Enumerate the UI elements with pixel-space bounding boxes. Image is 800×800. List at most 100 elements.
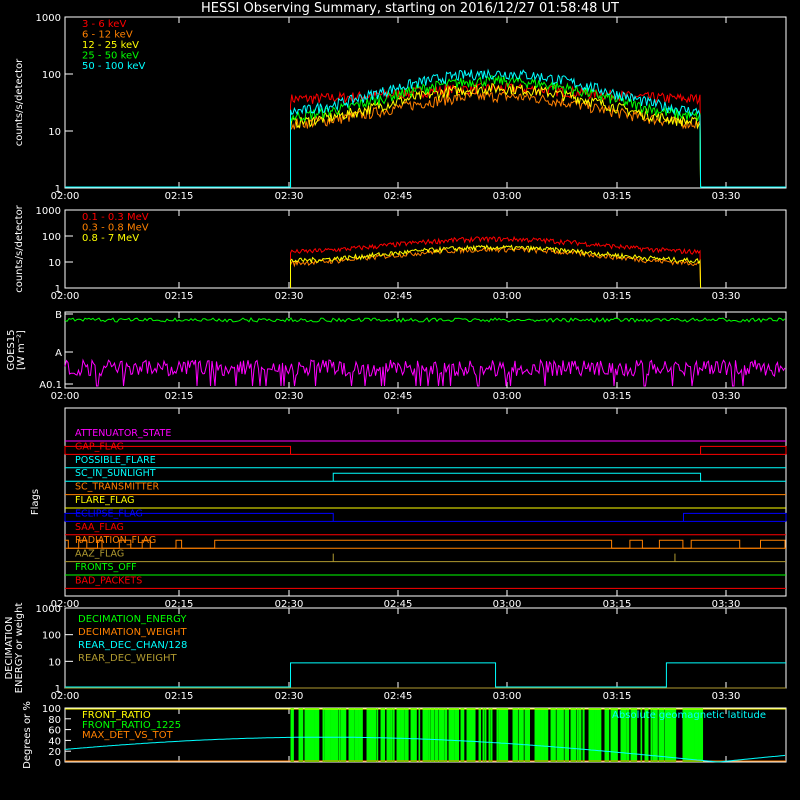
ratio-bar — [626, 708, 630, 762]
flag-label: AAZ_FLAG — [75, 549, 124, 560]
time-tick-label: 02:45 — [384, 291, 413, 302]
ratio-bar — [504, 708, 507, 762]
legend-entry: 3 - 6 keV — [82, 19, 126, 30]
ratio-bar — [388, 708, 391, 762]
time-tick-label: 02:45 — [384, 391, 413, 402]
decimation-line — [65, 662, 786, 688]
ratio-bar — [402, 708, 405, 762]
ratio-bar — [556, 708, 560, 762]
ratio-bar — [418, 708, 421, 762]
time-tick-label: 03:15 — [603, 291, 632, 302]
flag-high — [682, 512, 787, 522]
ratio-bar — [368, 708, 372, 762]
ratio-bar — [664, 708, 669, 762]
ratio-bar — [392, 708, 395, 762]
ratio-bar — [630, 708, 634, 762]
legend-entry: MAX_DET_VS_TOT — [82, 730, 174, 741]
ratio-bar — [546, 708, 549, 762]
ratio-bar — [342, 708, 346, 762]
time-tick-label: 03:15 — [603, 691, 632, 702]
ratio-bar — [540, 708, 544, 762]
series-line — [289, 244, 702, 289]
ratio-bar — [374, 708, 377, 762]
flag-high — [332, 472, 702, 482]
time-tick-label: 03:15 — [603, 599, 632, 610]
ratio-bar — [422, 708, 426, 762]
time-tick-label: 03:30 — [712, 599, 741, 610]
flag-label: RADIATION_FLAG — [75, 535, 156, 546]
ratio-bar — [344, 708, 347, 762]
ratio-bar — [312, 708, 315, 762]
ratio-bar — [604, 708, 607, 762]
ratio-bar — [572, 708, 576, 762]
ratio-bar — [444, 708, 448, 762]
ratio-bar — [542, 708, 545, 762]
ratio-bar — [646, 708, 649, 762]
time-tick-label: 02:15 — [165, 391, 194, 402]
time-tick-label: 02:15 — [165, 291, 194, 302]
ratio-bar — [298, 708, 302, 762]
ratio-bar — [472, 708, 476, 762]
ratio-bar — [326, 708, 331, 762]
ratio-bar — [614, 708, 618, 762]
ratio-bar — [370, 708, 374, 762]
ratio-bar — [334, 708, 338, 762]
ratio-bar — [582, 708, 585, 762]
ratio-bar — [328, 708, 331, 762]
ratio-bar — [432, 708, 435, 762]
ratio-bar — [438, 708, 442, 762]
legend-entry: 0.8 - 7 MeV — [82, 233, 139, 244]
time-tick-label: 02:15 — [165, 599, 194, 610]
legend-entry: REAR_DEC_WEIGHT — [78, 653, 177, 664]
time-tick-label: 02:00 — [51, 391, 80, 402]
ratio-bar — [654, 708, 658, 762]
ratio-bar — [594, 708, 597, 762]
ratio-bar — [682, 708, 685, 762]
ratio-bar — [348, 708, 352, 762]
ratio-bar — [350, 708, 354, 762]
time-tick-label: 02:00 — [51, 599, 80, 610]
ratio-bar — [450, 708, 454, 762]
ratio-bar — [490, 708, 493, 762]
y-tick-label: 100 — [42, 704, 61, 715]
y-axis-label: Degrees or % — [22, 701, 33, 769]
ratio-bar — [488, 708, 491, 762]
ratio-bar — [588, 708, 592, 762]
y-tick-label: 40 — [48, 736, 61, 747]
ratio-bar — [332, 708, 336, 762]
ratio-bar — [452, 708, 455, 762]
time-tick-label: 03:30 — [712, 691, 741, 702]
ratio-bar — [462, 708, 465, 762]
ratio-bar — [400, 708, 405, 762]
time-tick-label: 02:00 — [51, 191, 80, 202]
legend-entry: DECIMATION_WEIGHT — [78, 627, 187, 638]
series-line — [290, 68, 702, 189]
y-axis-label: counts/s/detector — [14, 58, 25, 146]
y-tick-label: 100 — [42, 232, 61, 243]
ratio-bar — [354, 708, 357, 762]
y-tick-label: B — [55, 310, 62, 321]
legend-entry: DECIMATION_ENERGY — [78, 614, 187, 625]
ratio-bar — [620, 708, 623, 762]
ratio-bar — [456, 708, 460, 762]
ratio-bar — [338, 708, 341, 762]
ratio-bar — [684, 708, 688, 762]
time-tick-label: 03:00 — [493, 391, 522, 402]
ratio-bar — [658, 708, 662, 762]
y-axis-label: counts/s/detector — [14, 204, 25, 292]
y-tick-label: 0 — [55, 758, 61, 769]
series-line — [290, 75, 702, 189]
time-tick-label: 03:30 — [712, 291, 741, 302]
ratio-bar — [426, 708, 429, 762]
ratio-bar — [322, 708, 325, 762]
legend-entry: 12 - 25 keV — [82, 40, 139, 51]
ratio-bar — [448, 708, 451, 762]
y-tick-label: 1 — [55, 684, 61, 695]
ratio-bar — [688, 708, 692, 762]
ratio-bar — [314, 708, 318, 762]
y-tick-label: 1000 — [36, 206, 61, 217]
flag-high — [64, 445, 292, 455]
time-tick-label: 03:00 — [493, 691, 522, 702]
y-tick-label: 10 — [48, 127, 61, 138]
ratio-bar — [500, 708, 505, 762]
